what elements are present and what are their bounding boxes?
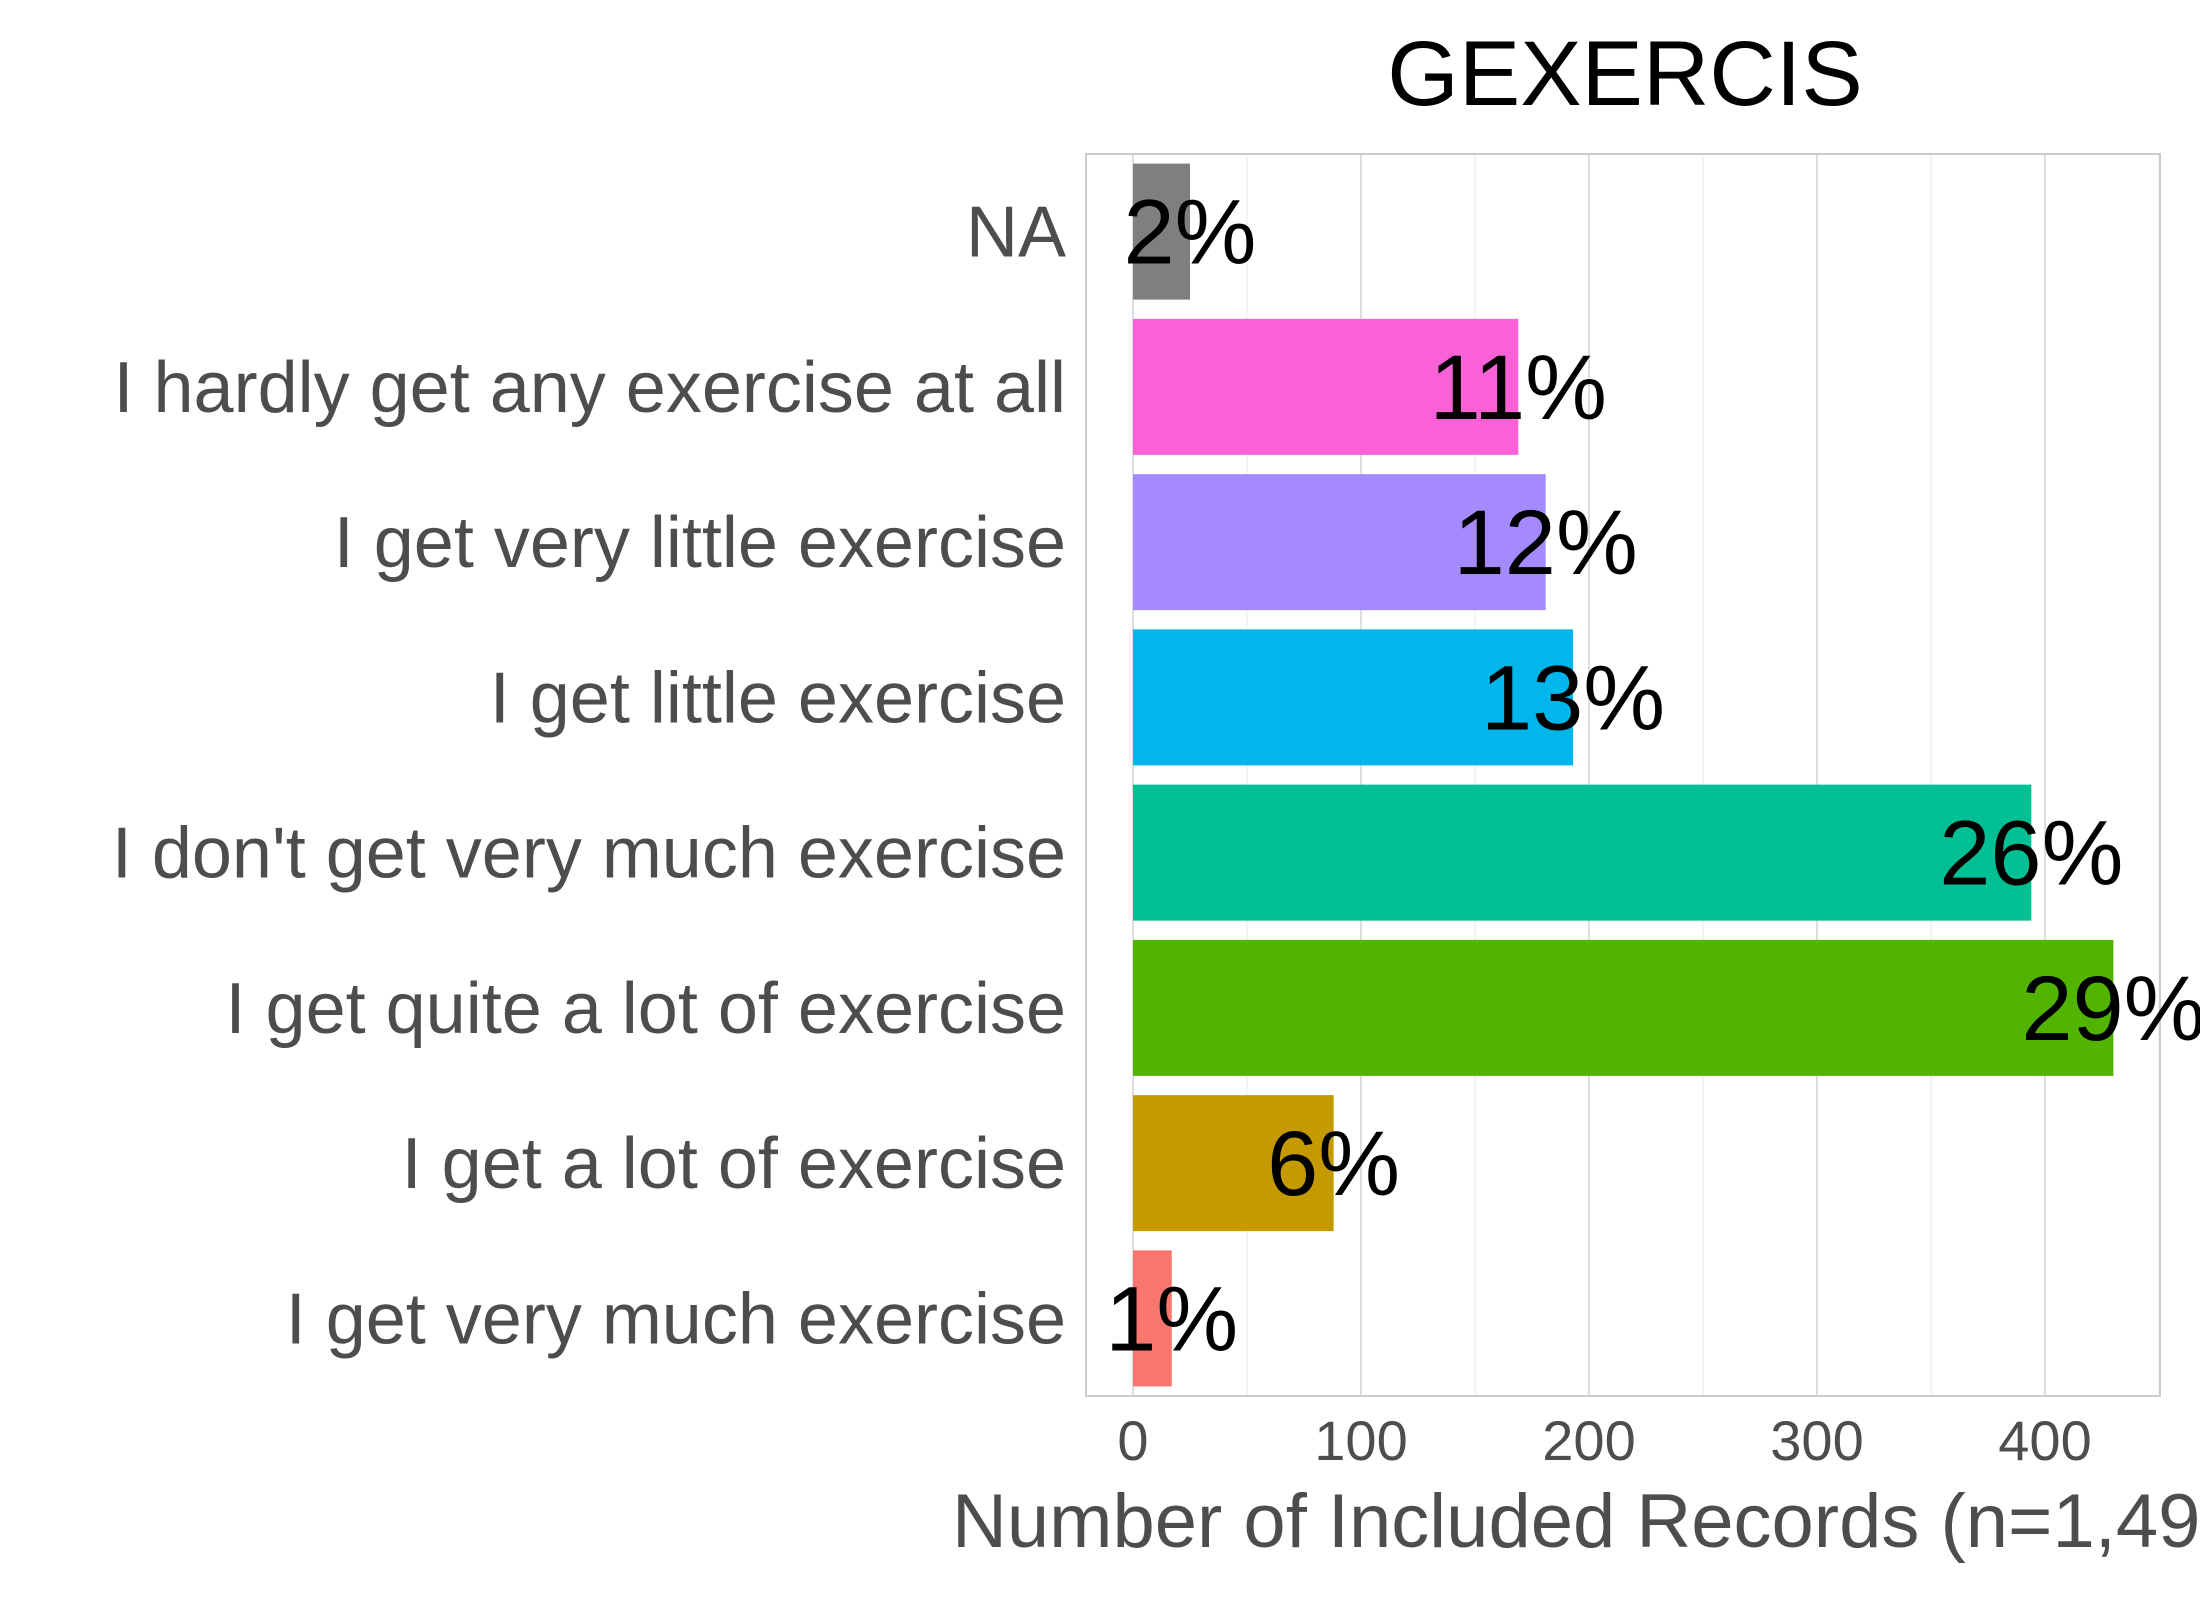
- chart-title: GEXERCIS: [1387, 23, 1862, 125]
- category-label: I don't get very much exercise: [112, 814, 1066, 894]
- x-tick-label: 300: [1770, 1409, 1863, 1472]
- category-label: I hardly get any exercise at all: [114, 348, 1067, 428]
- data-label: 12%: [1454, 492, 1638, 594]
- category-label: I get very little exercise: [334, 503, 1066, 583]
- category-label: I get quite a lot of exercise: [226, 969, 1066, 1049]
- bar: [1133, 163, 1190, 300]
- data-label: 29%: [2021, 958, 2200, 1060]
- bar: [1133, 629, 1574, 766]
- data-label: 13%: [1481, 647, 1665, 749]
- category-labels: NA I hardly get any exercise at all I get …: [112, 193, 1066, 1360]
- category-label: I get a lot of exercise: [402, 1124, 1066, 1204]
- category-label: I get very much exercise: [286, 1279, 1066, 1359]
- x-tick-label: 100: [1314, 1409, 1407, 1472]
- bar: [1133, 1095, 1334, 1232]
- bars: [1133, 163, 2114, 1387]
- x-axis-title: Number of Included Records (n=1,49: [952, 1479, 2200, 1564]
- plot-panel-border: [1085, 153, 2161, 1397]
- data-labels: 2% 11% 12% 13% 26% 29% 6% 1%: [1105, 182, 2200, 1371]
- data-label: 6%: [1267, 1113, 1400, 1215]
- x-tick-label: 200: [1542, 1409, 1635, 1472]
- data-label: 1%: [1105, 1268, 1238, 1370]
- bar: [1133, 1250, 1172, 1387]
- data-label: 26%: [1939, 803, 2123, 905]
- data-label: 2%: [1124, 182, 1257, 284]
- bar: [1133, 939, 2114, 1076]
- x-tick-label: 0: [1117, 1409, 1148, 1472]
- category-label: I get little exercise: [490, 658, 1066, 738]
- bar: [1133, 784, 2032, 921]
- category-label: NA: [966, 193, 1066, 273]
- data-label: 11%: [1430, 337, 1607, 439]
- x-tick-labels: 0 100 200 300 400: [1117, 1409, 2091, 1472]
- bar: [1133, 474, 1546, 611]
- bar: [1133, 318, 1519, 455]
- grid: [1132, 154, 2160, 1396]
- x-tick-label: 400: [1998, 1409, 2091, 1472]
